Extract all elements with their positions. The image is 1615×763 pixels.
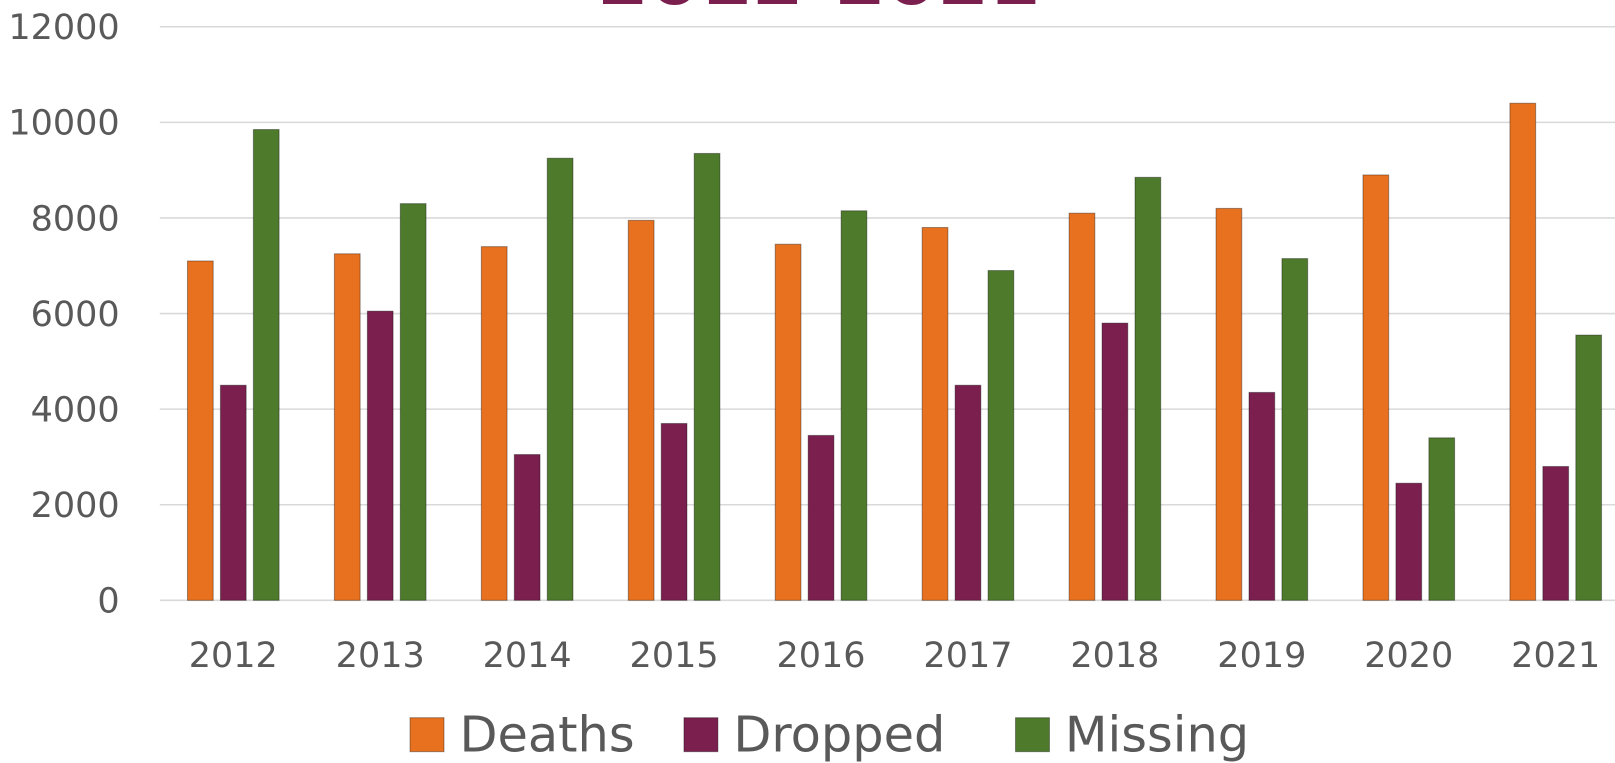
y-tick-label: 8000	[31, 199, 120, 239]
bar	[1281, 258, 1309, 601]
bar	[693, 152, 721, 601]
bar	[480, 246, 508, 601]
x-tick-label: 2013	[336, 636, 425, 676]
bar	[921, 226, 949, 601]
bar	[1542, 465, 1570, 601]
x-tick-label: 2018	[1070, 636, 1159, 676]
y-tick-label: 2000	[31, 486, 120, 526]
x-tick-label: 2016	[777, 636, 866, 676]
bar	[399, 203, 427, 601]
y-tick-label: 10000	[8, 104, 119, 144]
x-tick-label: 2017	[923, 636, 1012, 676]
x-tick-label: 2020	[1364, 636, 1453, 676]
bar	[252, 129, 280, 601]
x-tick-label: 2021	[1511, 636, 1600, 676]
bar	[513, 454, 541, 601]
bar	[774, 243, 802, 601]
legend-label: Dropped	[733, 706, 945, 763]
bar	[1395, 482, 1423, 601]
legend-swatch	[1014, 717, 1050, 753]
y-tick-label: 0	[97, 582, 119, 622]
bar	[186, 260, 214, 601]
bar	[1101, 322, 1129, 601]
bar	[660, 422, 688, 601]
bar	[627, 219, 655, 601]
x-tick-label: 2015	[630, 636, 719, 676]
bar	[1248, 391, 1276, 601]
legend-swatch	[409, 717, 445, 753]
bar	[807, 434, 835, 601]
bar	[219, 384, 247, 601]
y-tick-label: 12000	[8, 8, 119, 48]
bar	[333, 253, 361, 601]
y-tick-label: 6000	[31, 295, 120, 335]
bar	[1362, 174, 1390, 601]
bar	[1215, 207, 1243, 601]
bar	[366, 310, 394, 601]
bar	[987, 270, 1015, 601]
bar	[1428, 437, 1456, 601]
bar	[954, 384, 982, 601]
chart-title: 2012-2021	[597, 0, 1040, 22]
legend-swatch	[683, 717, 719, 753]
x-tick-label: 2019	[1217, 636, 1306, 676]
bar	[1068, 212, 1096, 601]
bar	[1509, 102, 1537, 601]
bar	[546, 157, 574, 601]
x-tick-label: 2014	[483, 636, 572, 676]
bar	[1575, 334, 1603, 601]
y-tick-label: 4000	[31, 390, 120, 430]
bar	[840, 210, 868, 601]
legend-label: Deaths	[459, 706, 634, 763]
legend-label: Missing	[1065, 706, 1249, 763]
bar	[1134, 176, 1162, 601]
x-tick-label: 2012	[189, 636, 278, 676]
